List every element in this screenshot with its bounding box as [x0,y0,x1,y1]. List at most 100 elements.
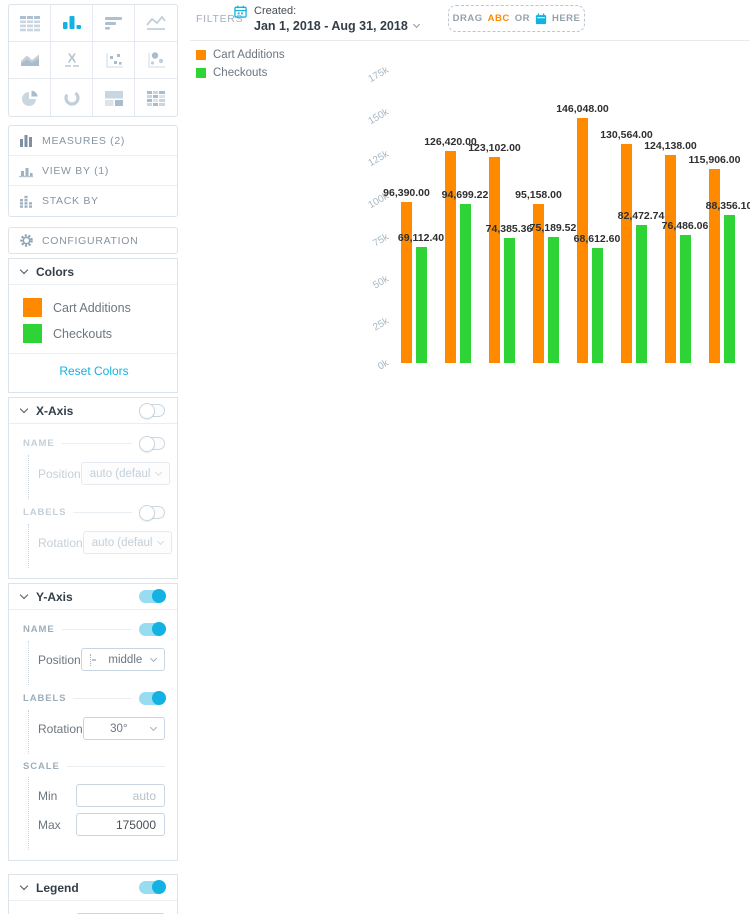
bar-checkouts[interactable] [547,237,559,363]
date-filter-range: Jan 1, 2018 - Aug 31, 2018 [254,19,408,33]
bar-cart-additions[interactable] [445,151,456,363]
vis-type-pie-chart[interactable] [9,79,51,116]
x-axis-position-dropdown[interactable]: auto (default) [80,462,170,485]
svg-text:X: X [67,51,76,66]
date-filter-text: Created: Jan 1, 2018 - Aug 31, 2018 [254,5,420,33]
section-x-axis-header[interactable]: X-Axis [9,398,177,424]
bar-checkouts[interactable] [635,225,647,363]
section-y-axis: Y-Axis NAME Position middle [8,583,178,861]
legend-toggle[interactable] [139,880,166,894]
x-axis-name-rows: Position auto (default) [28,455,170,499]
bar-cart-additions[interactable] [577,118,588,363]
bar-checkouts[interactable] [415,247,427,363]
y-axis-name-subsection: NAME [23,622,166,636]
y-axis-toggle[interactable] [139,589,166,603]
bar-cart-additions[interactable] [489,157,500,363]
legend-item-cart-additions[interactable]: Cart Additions [196,46,285,64]
color-swatch-checkouts[interactable] [23,324,42,343]
bar-data-label: 130,564.00 [600,129,653,141]
legend-swatch [196,50,206,60]
bar-cart-additions[interactable] [709,169,720,363]
x-axis-toggle[interactable] [139,403,165,419]
bar-data-label: 69,112.40 [397,232,445,244]
calendar-icon [535,12,547,25]
color-label: Checkouts [53,326,113,341]
buckets-panel: MEASURES (2) VIEW BY (1) STACK BY [8,125,178,217]
x-axis-rotation-dropdown[interactable]: auto (default) [82,531,172,554]
bar-checkouts[interactable] [591,248,603,363]
bucket-measures[interactable]: MEASURES (2) [9,126,177,156]
section-x-axis-title: X-Axis [36,403,74,418]
filter-drop-zone[interactable]: DRAG ABC OR HERE [448,5,585,32]
vis-type-scatter-plot[interactable] [93,42,135,79]
bar-data-label: 82,472.74 [617,210,665,222]
bar-cart-additions[interactable] [665,155,676,363]
bar-cart-additions[interactable] [621,144,632,363]
color-swatch-cart-additions[interactable] [23,298,42,317]
section-colors-header[interactable]: Colors [9,259,177,285]
dropdown-value: auto (default) [91,536,153,549]
y-axis-labels-toggle[interactable] [139,691,166,705]
section-legend-header[interactable]: Legend [9,875,177,901]
divider [73,512,132,513]
section-x-axis: X-Axis NAME Position auto (default) [8,397,178,579]
line-chart-icon [144,13,168,33]
y-axis-labels-rows: Rotation 30° [28,710,165,754]
bar-checkouts[interactable] [679,235,691,363]
y-axis-position-dropdown[interactable]: middle [80,648,165,671]
divider [61,629,132,630]
section-legend: Legend Position left [8,874,178,914]
y-axis-max-label: Max [38,817,61,832]
section-colors: Colors Cart Additions Checkouts Reset Co… [8,258,178,393]
y-axis-tick-label: 125k [366,148,391,169]
legend-item-checkouts[interactable]: Checkouts [196,64,285,82]
bar-data-label: 75,189.52 [529,222,577,234]
vis-type-headline[interactable]: X [51,42,93,79]
bar-checkouts[interactable] [503,238,515,363]
vis-type-bubble-chart[interactable] [135,42,177,79]
y-axis-name-label: NAME [23,624,55,635]
vis-type-heatmap[interactable] [135,79,177,116]
date-filter[interactable]: Created: Jan 1, 2018 - Aug 31, 2018 [234,5,420,33]
calendar-icon [234,5,247,33]
y-axis-name-toggle[interactable] [139,622,166,636]
y-axis-min-label: Min [38,788,58,803]
headline-icon: X [60,50,84,70]
bar-data-label: 146,048.00 [556,103,609,115]
color-item-checkouts[interactable]: Checkouts [23,324,165,343]
vis-type-bar-chart[interactable] [93,5,135,42]
chevron-down-icon [19,404,29,414]
color-item-cart-additions[interactable]: Cart Additions [23,298,165,317]
divider [9,353,177,354]
vis-type-column-chart[interactable] [51,5,93,42]
vis-type-line-chart[interactable] [135,5,177,42]
bucket-view-by[interactable]: VIEW BY (1) [9,156,177,186]
dropdown-value: middle [108,653,143,666]
section-colors-title: Colors [36,264,75,279]
legend-swatch [196,68,206,78]
vis-type-treemap[interactable] [93,79,135,116]
y-axis-min-input[interactable] [76,784,165,807]
reset-colors-link[interactable]: Reset Colors [59,364,129,378]
bar-checkouts[interactable] [459,204,471,363]
y-axis-max-input[interactable] [76,813,165,836]
x-axis-name-toggle[interactable] [139,436,165,452]
y-axis-rotation-dropdown[interactable]: 30° [82,717,165,740]
bar-data-label: 124,138.00 [644,140,697,152]
vis-type-area-chart[interactable] [9,42,51,79]
bucket-stack-by[interactable]: STACK BY [9,186,177,216]
section-legend-title: Legend [36,880,79,895]
chevron-down-icon [412,20,420,29]
treemap-icon [102,88,126,108]
date-filter-field: Created: [254,5,297,17]
bubble-chart-icon [144,50,168,70]
bar-checkouts[interactable] [723,215,735,363]
vis-type-donut-chart[interactable] [51,79,93,116]
x-axis-labels-toggle[interactable] [139,505,165,521]
bar-cart-additions[interactable] [533,204,544,363]
bar-cart-additions[interactable] [401,202,412,363]
y-axis-tick-label: 150k [366,106,391,127]
x-axis-labels-label: LABELS [23,507,67,518]
vis-type-table[interactable] [9,5,51,42]
section-y-axis-header[interactable]: Y-Axis [9,584,177,610]
